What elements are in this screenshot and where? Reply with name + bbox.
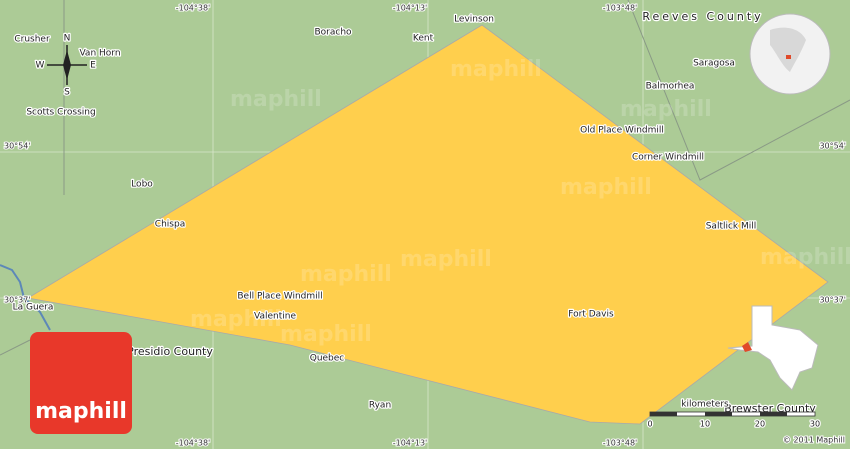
scale-tick-label: 30 (810, 420, 820, 429)
place-label: Presidio County (127, 345, 213, 358)
grid-label-left: 30°54' (4, 142, 31, 151)
river (0, 264, 51, 331)
place-label: Lobo (131, 180, 153, 190)
grid-label-bottom: -103°48' (603, 439, 638, 448)
county-borders (0, 0, 850, 356)
compass-n: N (64, 34, 71, 44)
place-label: Kent (413, 34, 434, 44)
watermark: maphill (230, 87, 322, 112)
place-label: Boracho (314, 28, 352, 38)
area-shape (26, 24, 829, 425)
grid-label-top: -103°48' (603, 4, 638, 13)
place-label: Reeves County (642, 10, 763, 23)
grid-label-left: 30°37' (4, 296, 31, 305)
place-label: Balmorhea (646, 82, 695, 92)
watermark: maphill (400, 247, 492, 272)
scale-tick-label: 0 (647, 420, 652, 429)
compass-s: S (64, 88, 70, 98)
place-label: Chispa (155, 220, 185, 230)
copyright: © 2011 Maphill (783, 436, 845, 445)
watermark: maphill (280, 322, 372, 347)
logo: maphill (30, 332, 132, 434)
place-label: Ryan (369, 401, 391, 411)
place-label: Scotts Crossing (26, 108, 95, 118)
texas-inset (727, 305, 819, 391)
place-label: La Guera (13, 303, 54, 313)
grid-label-bottom: -104°13' (393, 439, 428, 448)
scale-unit: kilometers (681, 400, 729, 410)
watermark: maphill (300, 262, 392, 287)
watermark: maphill (620, 97, 712, 122)
place-label: Levinson (454, 15, 494, 25)
scale-tick-label: 10 (700, 420, 710, 429)
logo-text: maphill (35, 399, 127, 424)
scale-bar: kilometers (649, 398, 816, 417)
place-label: Old Place Windmill (580, 126, 664, 136)
compass: N S E W (34, 32, 97, 99)
watermark: maphill (450, 57, 542, 82)
place-label: Corner Windmill (632, 153, 704, 163)
place-label: Crusher (14, 35, 50, 45)
grid-label-right: 30°54' (819, 142, 846, 151)
place-label: Fort Davis (568, 310, 614, 320)
place-label: Saragosa (693, 59, 735, 69)
grid-label-top: -104°13' (393, 4, 428, 13)
grid-label-right: 30°37' (819, 296, 846, 305)
watermarks: maphillmaphillmaphillmaphillmaphillmaphi… (190, 57, 850, 347)
globe (749, 13, 831, 95)
watermark: maphill (560, 175, 652, 200)
place-label: Bell Place Windmill (237, 292, 322, 302)
place-label: Van Horn (79, 49, 120, 59)
watermark: maphill (190, 307, 282, 332)
grid-label-bottom: -104°38' (176, 439, 211, 448)
place-label: Saltlick Mill (706, 222, 757, 232)
watermark: maphill (760, 245, 850, 270)
compass-e: E (90, 61, 96, 71)
grid-label-top: -104°38' (176, 4, 211, 13)
place-label: Valentine (254, 312, 296, 322)
scale-tick-label: 20 (755, 420, 765, 429)
compass-w: W (36, 61, 45, 71)
labels: -104°38' -104°38' -104°13' -104°13' -103°48'… (3, 3, 847, 449)
place-label: Quebec (310, 354, 345, 364)
